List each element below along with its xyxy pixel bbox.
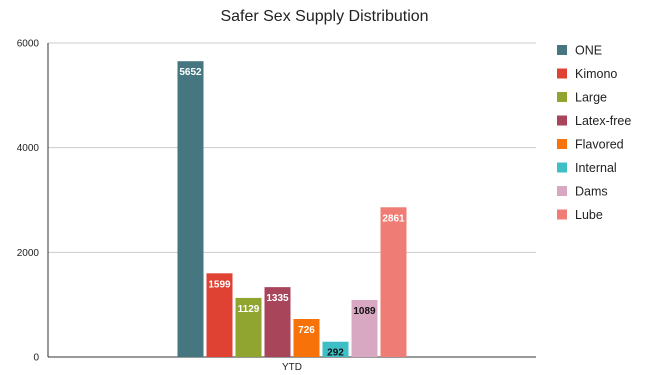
bar-large [235,297,262,357]
y-tick-label: 6000 [17,39,40,50]
bar-value-label: 1335 [266,293,289,304]
bar-kimono [206,273,233,357]
legend-label: Flavored [575,138,624,152]
y-tick-label: 0 [33,353,39,364]
x-tick-label: YTD [282,362,302,373]
legend-label: Internal [575,161,617,175]
legend-swatch [557,162,567,173]
bar-value-label: 1599 [208,279,231,290]
legend-label: Kimono [575,67,617,81]
y-tick-label: 2000 [17,248,40,259]
legend-swatch [557,45,567,55]
bar-internal [322,341,349,357]
bar-value-label: 5652 [179,67,202,78]
bar-value-label: 292 [327,348,344,359]
legend-label: Lube [575,208,603,222]
bar-flavored [293,319,320,357]
bar-value-label: 726 [298,325,315,336]
legend-swatch [557,209,567,220]
legend-label: ONE [575,44,602,58]
chart-title: Safer Sex Supply Distribution [220,8,429,25]
legend-label: Dams [575,185,608,199]
bar-lube [380,207,407,357]
bar-one [177,61,204,357]
legend-swatch [557,186,567,196]
legend-label: Large [575,91,607,105]
y-tick-label: 4000 [17,143,40,154]
legend-swatch [557,139,567,149]
bar-value-label: 1089 [353,306,376,317]
legend-label: Latex-free [575,114,631,128]
bar-value-label: 1129 [238,304,260,315]
bar-latex-free [264,287,291,357]
bar-value-label: 2861 [382,213,405,224]
legend-swatch [557,92,567,102]
legend-swatch [557,115,567,126]
bar-dams [351,300,378,357]
legend-swatch [557,68,567,79]
